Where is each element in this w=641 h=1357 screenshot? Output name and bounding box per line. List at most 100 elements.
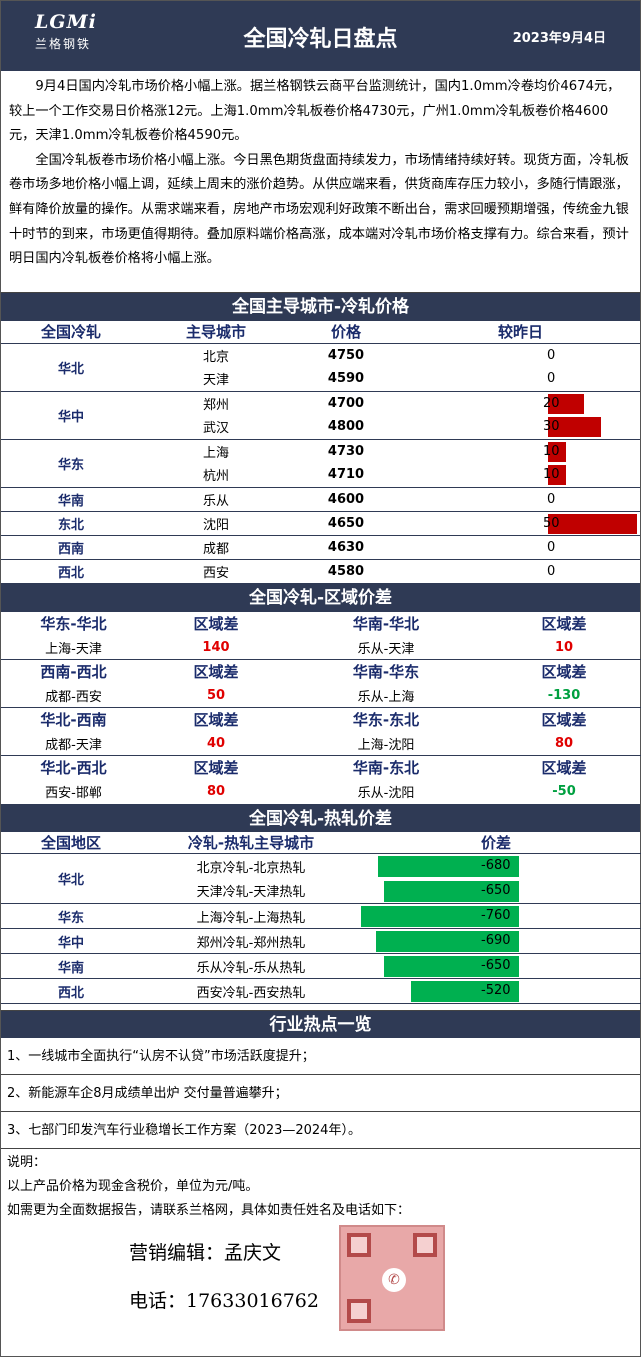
spread-pair: 乐从-沈阳 [357,786,415,801]
hotspot-item: 3、七部门印发汽车行业稳增长工作方案（2023—2024年）。 [1,1112,640,1149]
region-label: 华中 [1,391,141,440]
spread-value: -130 [547,687,581,703]
city-name: 武汉 [141,415,291,440]
spread-value: -690 [481,933,511,948]
header: LGMi 兰格钢铁 全国冷轧日盘点 2023年9月4日 [1,1,640,71]
city-name: 郑州 [202,397,229,413]
city-pair: 西安冷轧-西安热轧 [141,978,361,1004]
regional-spread-body: 华东-华北 区域差 华南-华北 区域差 上海-天津 140 乐从-天津 10 西南-西北 区域差华… [1,612,641,804]
city-name: 杭州 [141,463,291,488]
price-value: 4800 [291,415,401,440]
spread-pair: 西安-邯郸 [45,786,102,801]
region-label: 东北 [1,511,141,536]
spread-title: 华北-西南 [1,707,146,732]
regional-spread-table: 华东-华北 区域差 华南-华北 区域差 上海-天津 140 乐从-天津 10 西南-西北 区域差华… [1,612,641,804]
spread-header-row: 华北-西南 区域差 华东-东北 区域差 [1,707,641,732]
spread-value: -50 [552,784,576,799]
change-value: 10 [543,467,560,483]
spread-pair: 乐从-天津 [357,641,415,657]
cold-hot-spread-body: 华北 北京冷轧-北京热轧 -680 天津冷轧-天津热轧 -650 华东 上海冷轧-上海热轧 -… [1,853,641,1004]
notes-label: 说明： [7,1155,47,1170]
spread-diff-label: 区域差 [486,755,641,780]
price-value: 4650 [291,511,401,536]
editor-name: 营销编辑：孟庆文 [129,1242,282,1264]
change-cell: 0 [401,487,640,512]
spread-bar [378,856,519,877]
city-pair: 郑州冷轧-郑州热轧 [141,928,361,954]
market-summary: 9月4日国内冷轧市场价格小幅上涨。据兰格钢铁云商平台监测统计，国内1.0mm冷卷… [1,71,640,293]
price-value: 4730 [327,443,365,459]
col-header-price: 价格 [291,321,401,344]
table-row: 天津 4590 0 [1,367,640,392]
change-cell: 10 [401,463,640,488]
city-name: 成都 [141,535,291,560]
spread-cell: -650 [361,953,641,979]
city-name: 西安 [141,559,291,584]
city-name: 天津 [141,367,291,392]
spread-header-row: 西南-西北 区域差 华南-华东 区域差 [1,659,641,684]
summary-paragraph-1: 9月4日国内冷轧市场价格小幅上涨。据兰格钢铁云商平台监测统计，国内1.0mm冷卷… [9,79,621,144]
spread-header-row: 华北-西北 区域差 华南-东北 区域差 [1,755,641,780]
change-cell: 50 [401,511,640,536]
spread-value: 80 [554,735,574,751]
section-title-cold-hot-spread: 全国冷轧-热轧价差 [1,803,640,832]
spread-cell: -520 [361,978,641,1004]
spread-diff-label: 区域差 [193,615,239,633]
spread-title: 华南-东北 [286,755,486,780]
table-row: 华南 乐从 4600 0 [1,487,640,512]
spread-value: 10 [554,639,574,655]
logo-subtitle: 兰格钢铁 [35,37,92,51]
wechat-qr-code: ✆ [339,1225,445,1331]
table-row: 华北 北京冷轧-北京热轧 -680 [1,853,641,904]
spread-value: 50 [206,687,226,703]
price-value: 4580 [291,559,401,584]
spread-pair: 成都-西安 [45,689,102,705]
summary-paragraph-2: 全国冷轧板卷市场价格小幅上涨。今日黑色期货盘面持续发力，市场情绪持续好转。现货方… [9,152,629,267]
region-label: 华南 [1,953,141,979]
region-label: 华东 [1,903,141,929]
qr-finder-bottom-left [347,1299,371,1323]
city-pair: 北京冷轧-北京热轧 [196,860,306,876]
change-value: 0 [547,563,556,579]
col-header-area: 全国地区 [1,831,141,854]
change-value: 30 [543,419,560,435]
region-label: 华北 [1,853,141,904]
spread-bar [384,880,519,902]
city-price-body: 华北 北京 4750 0 天津 4590 0 华中 郑州 4700 20 武汉 4800 30 华东 上海 47… [1,343,640,584]
change-value: 0 [547,491,556,507]
spread-diff-label: 区域差 [486,707,641,732]
spread-value: -760 [481,908,511,923]
table-row: 武汉 4800 30 [1,415,640,440]
table-row: 华北 北京 4750 0 [1,343,640,392]
lange-logo: LGMi 兰格钢铁 [35,11,115,61]
spread-cell: -760 [361,903,641,929]
section-title-regional-spread: 全国冷轧-区域价差 [1,583,640,612]
spread-diff-label: 区域差 [486,659,641,684]
spread-value-row: 上海-天津 140 乐从-天津 10 [1,636,641,660]
price-value: 4700 [327,395,365,411]
table-row: 西北 西安冷轧-西安热轧 -520 [1,978,641,1004]
change-cell: 10 [401,439,640,463]
spread-value-row: 西安-邯郸 80 乐从-沈阳 -50 [1,780,641,804]
table-row: 东北 沈阳 4650 50 [1,511,640,536]
notes-line-1: 以上产品价格为现金含税价，单位为元/吨。 [7,1179,259,1194]
change-bar [548,393,584,414]
spread-title: 华北-西北 [1,755,146,780]
spread-title: 华东-东北 [286,707,486,732]
qr-finder-top-left [347,1233,371,1257]
city-price-table: 全国冷轧 主导城市 价格 较昨日 华北 北京 4750 0 天津 4590 0 华中 郑州 470… [1,321,640,584]
notes-line-2: 如需更为全面数据报告，请联系兰格网，具体如责任姓名及电话如下： [7,1203,411,1218]
spread-value: -520 [481,983,511,998]
hotspot-item: 1、一线城市全面执行“认房不认贷”市场活跃度提升； [1,1038,640,1075]
logo-mark: LGMi [35,11,97,33]
change-value: 10 [543,443,560,459]
spread-pair: 乐从-上海 [357,689,415,705]
change-cell: 30 [401,415,640,440]
hotspot-item: 2、新能源车企8月成绩单出炉 交付量普遍攀升； [1,1075,640,1112]
change-cell: 0 [401,367,640,392]
price-value: 4710 [291,463,401,488]
cold-hot-spread-table: 全国地区 冷轧-热轧主导城市 价差 华北 北京冷轧-北京热轧 -680 天津冷轧-天津… [1,831,641,1004]
spread-cell: -680 [361,854,641,879]
spread-bar [361,906,519,927]
city-pair: 上海冷轧-上海热轧 [141,903,361,929]
